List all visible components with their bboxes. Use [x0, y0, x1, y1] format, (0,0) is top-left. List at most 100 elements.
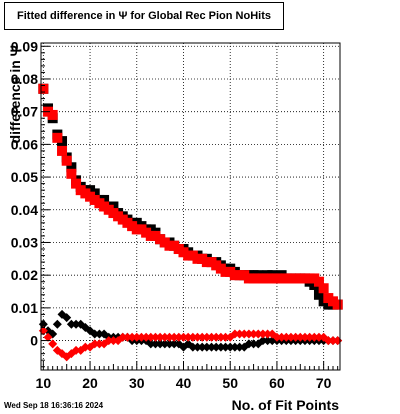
data-point [244, 329, 254, 339]
data-point [71, 345, 81, 355]
data-point [146, 332, 156, 342]
data-point [164, 339, 174, 349]
data-point [66, 168, 77, 179]
data-point [188, 342, 198, 352]
data-point [80, 342, 90, 352]
data-point [61, 155, 72, 166]
data-point [216, 332, 226, 342]
y-tick-label: 0.03 [11, 234, 38, 250]
data-point [52, 132, 63, 143]
data-point [108, 336, 118, 346]
y-tick-label: 0.04 [11, 202, 38, 218]
data-point [94, 339, 104, 349]
data-point [258, 336, 268, 346]
data-point [38, 83, 49, 94]
data-point [118, 332, 128, 342]
data-point [281, 332, 291, 342]
data-point [253, 329, 263, 339]
data-point [71, 178, 82, 189]
data-point [263, 329, 273, 339]
data-point [286, 332, 296, 342]
data-point [48, 339, 58, 349]
data-point [258, 329, 268, 339]
data-point [136, 332, 146, 342]
data-point [43, 332, 53, 342]
data-point [193, 342, 203, 352]
data-point [244, 339, 254, 349]
data-point [314, 332, 324, 342]
x-axis-label: No. of Fit Points [232, 397, 340, 413]
axis-labels: 10 20 30 40 50 60 70 0 0.01 0.02 0.03 0.04 0.05 0.06 0… [7, 38, 339, 413]
data-point [221, 342, 231, 352]
data-point [277, 332, 287, 342]
data-point [193, 332, 203, 342]
data-point [295, 332, 305, 342]
chart-title-box: Fitted difference in Ψ for Global Rec Pi… [4, 2, 284, 30]
data-point [291, 332, 301, 342]
data-point [47, 109, 58, 120]
data-point [202, 332, 212, 342]
data-point [272, 332, 282, 342]
grid [41, 43, 340, 370]
series-4 [38, 326, 343, 362]
data-point [235, 329, 245, 339]
data-series [38, 83, 343, 362]
data-point [94, 329, 104, 339]
plot-frame [40, 42, 341, 371]
data-point [249, 329, 259, 339]
data-point [323, 336, 333, 346]
data-point [313, 276, 324, 287]
data-point [90, 329, 100, 339]
data-point [127, 332, 137, 342]
x-tick-label: 50 [222, 375, 238, 391]
data-point [178, 332, 188, 342]
x-tick-label: 30 [129, 375, 145, 391]
x-tick-label: 20 [82, 375, 98, 391]
data-point [211, 342, 221, 352]
x-tick-label: 60 [269, 375, 285, 391]
data-point [62, 313, 72, 323]
data-point [221, 332, 231, 342]
data-point [188, 332, 198, 342]
data-point [249, 339, 259, 349]
data-point [90, 339, 100, 349]
series-2 [38, 83, 343, 310]
data-point [122, 332, 132, 342]
data-point [202, 342, 212, 352]
y-axis-label: difference in Ψ [7, 45, 23, 143]
data-point [57, 145, 68, 156]
data-point [197, 342, 207, 352]
x-tick-label: 70 [316, 375, 332, 391]
data-point [318, 283, 329, 294]
x-tick-label: 40 [176, 375, 192, 391]
data-point [230, 342, 240, 352]
data-point [207, 342, 217, 352]
y-tick-label: 0.07 [11, 104, 38, 120]
data-point [150, 339, 160, 349]
y-tick-label: 0.06 [11, 136, 38, 152]
x-tick-label: 10 [36, 375, 52, 391]
data-point [150, 332, 160, 342]
data-point [160, 332, 170, 342]
data-point [71, 319, 81, 329]
data-point [104, 336, 114, 346]
data-point [309, 332, 319, 342]
data-point [174, 332, 184, 342]
data-point [155, 332, 165, 342]
data-point [332, 299, 343, 310]
data-point [263, 336, 273, 346]
data-point [239, 329, 249, 339]
data-point [141, 332, 151, 342]
data-point [155, 339, 165, 349]
data-point [66, 162, 77, 173]
data-point [305, 332, 315, 342]
data-point [183, 332, 193, 342]
data-point [235, 342, 245, 352]
data-point [169, 339, 179, 349]
data-point [313, 289, 324, 300]
data-point [207, 332, 217, 342]
y-tick-label: 0.02 [11, 267, 38, 283]
axis-ticks [41, 45, 339, 370]
data-point [164, 332, 174, 342]
data-point [132, 332, 142, 342]
